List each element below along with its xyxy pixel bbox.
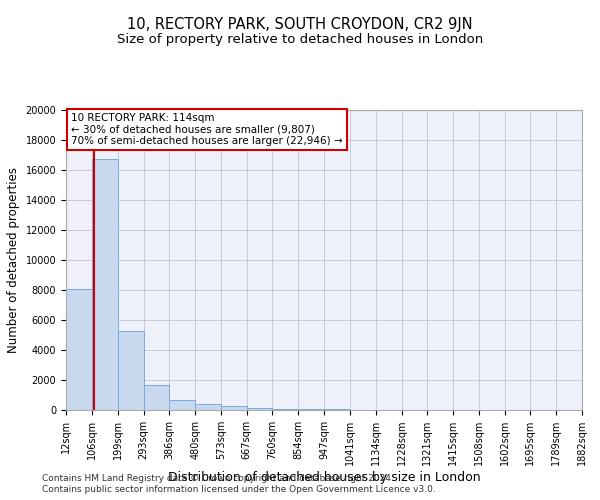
Text: 10 RECTORY PARK: 114sqm
← 30% of detached houses are smaller (9,807)
70% of semi: 10 RECTORY PARK: 114sqm ← 30% of detache… <box>71 113 343 146</box>
Bar <box>118 330 143 410</box>
Bar <box>66 288 92 410</box>
Text: Contains public sector information licensed under the Open Government Licence v3: Contains public sector information licen… <box>42 485 436 494</box>
Bar <box>221 406 247 410</box>
Bar <box>247 408 272 410</box>
Text: 10, RECTORY PARK, SOUTH CROYDON, CR2 9JN: 10, RECTORY PARK, SOUTH CROYDON, CR2 9JN <box>127 18 473 32</box>
Bar <box>298 409 324 410</box>
Bar <box>143 384 169 410</box>
Bar <box>92 160 118 410</box>
Bar <box>195 404 221 410</box>
Bar <box>169 400 195 410</box>
Text: Contains HM Land Registry data © Crown copyright and database right 2024.: Contains HM Land Registry data © Crown c… <box>42 474 394 483</box>
Y-axis label: Number of detached properties: Number of detached properties <box>7 167 20 353</box>
X-axis label: Distribution of detached houses by size in London: Distribution of detached houses by size … <box>167 471 481 484</box>
Text: Size of property relative to detached houses in London: Size of property relative to detached ho… <box>117 32 483 46</box>
Bar <box>272 409 298 410</box>
